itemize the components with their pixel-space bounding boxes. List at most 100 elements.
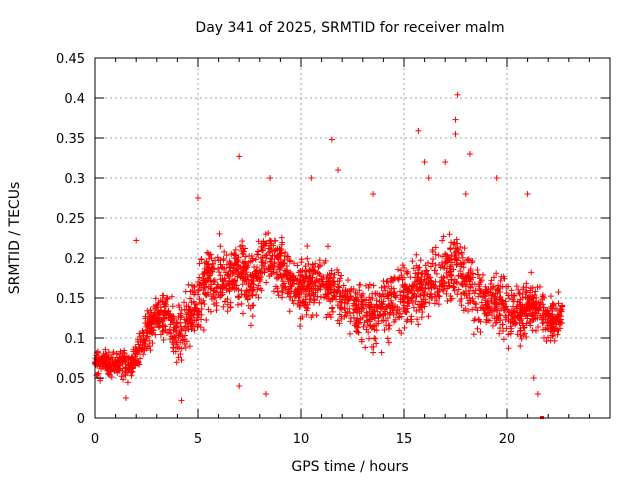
data-point <box>533 327 540 334</box>
data-point <box>493 270 500 277</box>
data-point <box>422 262 429 269</box>
data-point <box>533 294 540 301</box>
data-point <box>358 338 365 345</box>
data-point <box>474 267 481 274</box>
data-point <box>274 288 281 295</box>
data-point <box>304 255 311 262</box>
data-point <box>241 291 248 298</box>
data-point <box>446 231 453 238</box>
data-point <box>491 274 498 281</box>
data-point <box>385 339 392 346</box>
data-point <box>557 316 564 323</box>
data-point <box>523 280 530 287</box>
data-point <box>404 268 411 275</box>
data-point <box>334 302 341 309</box>
data-point <box>547 293 554 300</box>
data-point <box>244 296 251 303</box>
data-point <box>395 266 402 273</box>
data-point <box>196 274 203 281</box>
data-point <box>317 286 324 293</box>
data-point <box>505 292 512 299</box>
data-point <box>323 295 330 302</box>
data-point <box>147 347 154 354</box>
data-point <box>447 263 454 270</box>
data-point <box>496 311 503 318</box>
data-point <box>291 260 298 267</box>
data-point <box>381 326 388 333</box>
data-point <box>255 294 262 301</box>
data-point <box>214 254 221 261</box>
data-point <box>413 307 420 314</box>
data-point <box>540 334 547 341</box>
data-point <box>415 267 422 274</box>
data-point <box>258 258 265 265</box>
data-point <box>265 245 272 252</box>
data-point <box>384 335 391 342</box>
data-point <box>529 327 536 334</box>
data-point <box>492 299 499 306</box>
data-point <box>373 327 380 334</box>
data-point <box>94 348 101 355</box>
data-point <box>463 292 470 299</box>
data-point <box>520 322 527 329</box>
data-point <box>410 304 417 311</box>
data-point <box>187 288 194 295</box>
data-point <box>373 340 380 347</box>
data-point <box>146 343 153 350</box>
data-point <box>510 303 517 310</box>
data-point <box>323 314 330 321</box>
data-point <box>420 292 427 299</box>
data-point <box>318 276 325 283</box>
data-point <box>370 349 377 356</box>
data-point <box>532 288 539 295</box>
data-point <box>419 287 426 294</box>
data-point <box>432 267 439 274</box>
data-point <box>201 301 208 308</box>
data-point <box>147 307 154 314</box>
data-point <box>191 327 198 334</box>
data-point <box>203 316 210 323</box>
data-point <box>178 345 185 352</box>
data-point <box>555 289 562 296</box>
data-point <box>217 243 224 250</box>
data-point <box>278 287 285 294</box>
data-point <box>419 309 426 316</box>
data-point <box>279 294 286 301</box>
data-point <box>296 303 303 310</box>
data-point <box>194 323 201 330</box>
data-point <box>191 284 198 291</box>
data-point <box>208 255 215 262</box>
data-point <box>139 328 146 335</box>
data-point <box>197 324 204 331</box>
data-point <box>224 308 231 315</box>
data-point <box>169 303 176 310</box>
data-point <box>226 286 233 293</box>
data-point <box>430 256 437 263</box>
data-point <box>286 308 293 315</box>
data-point <box>471 315 478 322</box>
data-point <box>455 272 462 279</box>
data-point <box>221 248 228 255</box>
grid-lines <box>95 58 610 418</box>
data-point <box>462 283 469 290</box>
data-point <box>417 257 424 264</box>
data-point <box>346 330 353 337</box>
data-point <box>427 263 434 270</box>
data-point <box>440 287 447 294</box>
data-point <box>489 284 496 291</box>
data-point <box>366 281 373 288</box>
data-point <box>374 303 381 310</box>
data-point <box>207 277 214 284</box>
data-point <box>494 287 501 294</box>
data-point <box>506 295 513 302</box>
data-point <box>210 265 217 272</box>
data-point <box>216 269 223 276</box>
data-point <box>333 296 340 303</box>
data-point <box>439 263 446 270</box>
data-point <box>266 272 273 279</box>
data-point <box>340 282 347 289</box>
data-point <box>296 293 303 300</box>
data-point <box>328 270 335 277</box>
data-point <box>174 319 181 326</box>
